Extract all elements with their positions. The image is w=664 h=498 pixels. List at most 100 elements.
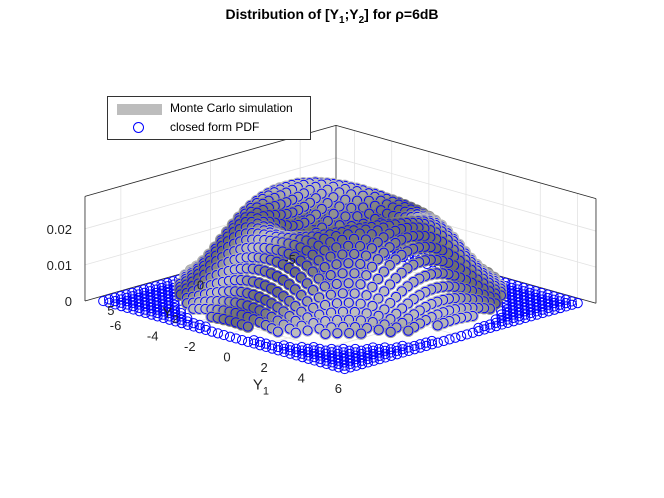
x-tick-label: 6: [335, 381, 342, 396]
closed-form-point: [325, 270, 336, 281]
closed-form-point: [349, 248, 360, 260]
closed-form-point: [188, 318, 199, 329]
closed-form-point: [134, 302, 145, 314]
closed-form-point: [122, 299, 133, 310]
closed-form-point: [337, 306, 349, 317]
closed-form-point: [361, 308, 372, 319]
closed-form-point: [496, 306, 507, 317]
closed-form-point: [314, 309, 325, 320]
closed-form-point: [366, 243, 378, 254]
closed-form-point: [321, 358, 332, 370]
tick-labels: -6 -4 -2 0 2 4 6 -5 0 5 0 0.01 0.02 Y1 Y2: [47, 222, 342, 398]
closed-form-point: [358, 202, 369, 213]
closed-form-point: [346, 202, 357, 214]
closed-form-point: [352, 211, 363, 222]
closed-form-point: [134, 306, 145, 317]
closed-form-point: [334, 201, 345, 212]
closed-form-point: [236, 335, 248, 346]
closed-form-point: [331, 278, 342, 290]
closed-form-point: [572, 298, 583, 309]
closed-form-point: [380, 352, 391, 363]
closed-form-point: [146, 306, 157, 317]
closed-form-point: [501, 297, 512, 308]
closed-form-point: [140, 304, 151, 315]
closed-form-point: [164, 311, 175, 322]
closed-form-point: [461, 329, 473, 340]
closed-form-point: [206, 326, 217, 337]
closed-form-point: [432, 320, 443, 331]
closed-form-point: [325, 289, 337, 300]
closed-form-point: [327, 357, 338, 368]
closed-form-point: [372, 254, 384, 265]
closed-form-point: [386, 350, 397, 361]
closed-form-point: [313, 292, 325, 303]
closed-form-point: [224, 331, 236, 342]
closed-form-point: [368, 355, 379, 366]
closed-form-point: [403, 345, 414, 357]
closed-form-point: [327, 360, 338, 371]
closed-form-point: [343, 314, 355, 325]
closed-form-point: [397, 347, 409, 358]
x-axis-label: Y1: [253, 377, 269, 398]
closed-form-point: [520, 312, 531, 324]
closed-form-point: [313, 273, 324, 284]
legend-entry-monte-carlo: Monte Carlo simulation: [108, 100, 308, 118]
closed-form-point: [421, 340, 432, 352]
closed-form-point: [432, 337, 443, 348]
closed-form-point: [302, 296, 313, 307]
closed-form-point: [290, 327, 301, 338]
closed-form-point: [307, 285, 319, 296]
closed-form-point: [319, 299, 331, 311]
closed-form-point: [361, 290, 372, 301]
closed-form-point: [315, 353, 326, 365]
closed-form-point: [200, 324, 211, 336]
closed-form-point: [170, 316, 181, 327]
legend: Monte Carlo simulation closed form PDF: [107, 96, 311, 140]
closed-form-point: [291, 347, 302, 358]
data-layer: [98, 176, 583, 375]
closed-form-point: [333, 362, 344, 373]
closed-form-point: [378, 266, 390, 277]
closed-form-point: [212, 328, 223, 339]
closed-form-point: [351, 360, 362, 371]
y-tick-label: 5: [107, 303, 114, 318]
closed-form-point: [164, 314, 175, 325]
closed-form-point: [194, 319, 205, 331]
axes-edge: [335, 124, 597, 199]
x-tick-label: -6: [110, 318, 122, 333]
closed-form-point: [349, 288, 360, 299]
closed-form-point: [337, 249, 348, 260]
closed-form-point: [332, 314, 343, 326]
closed-form-point: [319, 281, 330, 292]
legend-swatch-blue-circle: [133, 122, 144, 133]
closed-form-point: [146, 309, 157, 320]
chart-title: Distribution of [Y1;Y2] for ρ=6dB: [225, 6, 439, 26]
closed-form-point: [491, 321, 502, 332]
closed-form-point: [158, 309, 169, 320]
closed-form-point: [508, 316, 519, 327]
z-tick-label: 0.01: [47, 258, 72, 273]
closed-form-point: [302, 325, 313, 336]
closed-form-point: [355, 279, 366, 290]
closed-form-point: [296, 290, 307, 301]
closed-form-point: [502, 317, 513, 329]
closed-form-point: [355, 258, 366, 270]
closed-form-point: [261, 341, 272, 353]
closed-form-point: [218, 329, 230, 341]
closed-form-point: [367, 300, 378, 312]
closed-form-point: [266, 340, 278, 351]
closed-form-point: [242, 336, 254, 347]
closed-form-point: [566, 299, 578, 310]
closed-form-point: [128, 301, 139, 312]
closed-form-point: [313, 255, 324, 266]
closed-form-point: [98, 295, 109, 307]
x-tick-label: -2: [184, 339, 196, 354]
closed-form-point: [337, 234, 348, 245]
closed-form-point: [345, 362, 356, 373]
closed-form-point: [373, 324, 384, 335]
closed-form-point: [279, 346, 290, 358]
closed-form-point: [537, 307, 548, 319]
closed-form-point: [230, 333, 242, 344]
closed-form-point: [438, 335, 449, 347]
